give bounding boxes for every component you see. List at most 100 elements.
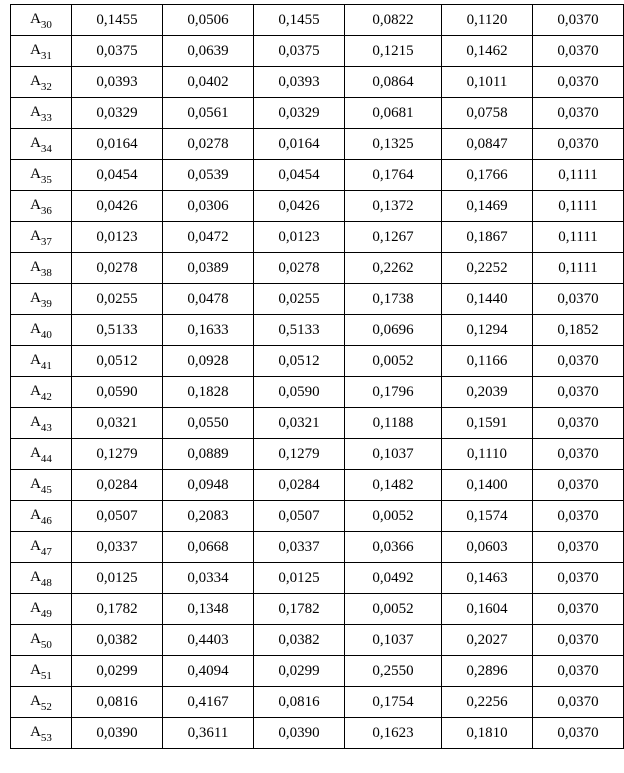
table-cell: 0,0255	[72, 284, 163, 315]
table-cell: 0,0889	[163, 439, 254, 470]
table-cell: 0,1037	[345, 625, 442, 656]
row-label-sub: 34	[41, 143, 52, 155]
row-label-base: A	[30, 73, 41, 89]
table-cell: 0,0928	[163, 346, 254, 377]
row-label-sub: 42	[41, 391, 52, 403]
table-row: A320,03930,04020,03930,08640,10110,0370	[11, 67, 624, 98]
table-cell: 0,0639	[163, 36, 254, 67]
table-cell: 0,0847	[442, 129, 533, 160]
row-label-sub: 45	[41, 484, 52, 496]
table-cell: 0,0329	[72, 98, 163, 129]
row-label-sub: 43	[41, 422, 52, 434]
table-row: A510,02990,40940,02990,25500,28960,0370	[11, 656, 624, 687]
row-label-sub: 35	[41, 174, 52, 186]
table-cell: 0,0370	[533, 687, 624, 718]
table-cell: 0,1633	[163, 315, 254, 346]
row-label-base: A	[30, 507, 41, 523]
table-cell: 0,1782	[254, 594, 345, 625]
table-cell: 0,0255	[254, 284, 345, 315]
table-row: A410,05120,09280,05120,00520,11660,0370	[11, 346, 624, 377]
row-label: A36	[11, 191, 72, 222]
table-cell: 0,1828	[163, 377, 254, 408]
table-row: A430,03210,05500,03210,11880,15910,0370	[11, 408, 624, 439]
row-label-sub: 46	[41, 515, 52, 527]
table-cell: 0,1279	[72, 439, 163, 470]
table-cell: 0,0370	[533, 129, 624, 160]
table-cell: 0,3611	[163, 718, 254, 749]
table-cell: 0,1279	[254, 439, 345, 470]
row-label-base: A	[30, 569, 41, 585]
row-label: A31	[11, 36, 72, 67]
table-cell: 0,2252	[442, 253, 533, 284]
table-cell: 0,0539	[163, 160, 254, 191]
table-cell: 0,0472	[163, 222, 254, 253]
row-label-base: A	[30, 321, 41, 337]
table-cell: 0,1111	[533, 222, 624, 253]
row-label-sub: 30	[41, 19, 52, 31]
row-label: A42	[11, 377, 72, 408]
table-row: A300,14550,05060,14550,08220,11200,0370	[11, 5, 624, 36]
table-cell: 0,0370	[533, 36, 624, 67]
row-label-sub: 47	[41, 546, 52, 558]
table-cell: 0,0370	[533, 284, 624, 315]
table-body: A300,14550,05060,14550,08220,11200,0370A…	[11, 5, 624, 749]
table-cell: 0,4403	[163, 625, 254, 656]
table-cell: 0,1111	[533, 160, 624, 191]
table-cell: 0,1215	[345, 36, 442, 67]
table-cell: 0,0052	[345, 501, 442, 532]
table-cell: 0,0864	[345, 67, 442, 98]
row-label-sub: 53	[41, 732, 52, 744]
table-cell: 0,1110	[442, 439, 533, 470]
row-label-sub: 31	[41, 50, 52, 62]
table-cell: 0,2896	[442, 656, 533, 687]
table-cell: 0,1120	[442, 5, 533, 36]
row-label: A52	[11, 687, 72, 718]
table-cell: 0,0382	[72, 625, 163, 656]
table-cell: 0,1766	[442, 160, 533, 191]
table-row: A370,01230,04720,01230,12670,18670,1111	[11, 222, 624, 253]
table-cell: 0,0454	[254, 160, 345, 191]
table-cell: 0,0382	[254, 625, 345, 656]
row-label-base: A	[30, 662, 41, 678]
data-table: A300,14550,05060,14550,08220,11200,0370A…	[10, 4, 624, 749]
table-row: A500,03820,44030,03820,10370,20270,0370	[11, 625, 624, 656]
table-cell: 0,1764	[345, 160, 442, 191]
table-cell: 0,1111	[533, 253, 624, 284]
table-cell: 0,1738	[345, 284, 442, 315]
row-label-sub: 52	[41, 701, 52, 713]
row-label: A50	[11, 625, 72, 656]
table-cell: 0,0370	[533, 594, 624, 625]
table-cell: 0,1166	[442, 346, 533, 377]
row-label-sub: 51	[41, 670, 52, 682]
row-label: A48	[11, 563, 72, 594]
row-label-base: A	[30, 693, 41, 709]
table-row: A310,03750,06390,03750,12150,14620,0370	[11, 36, 624, 67]
table-cell: 0,0389	[163, 253, 254, 284]
row-label-sub: 32	[41, 81, 52, 93]
table-cell: 0,1188	[345, 408, 442, 439]
table-cell: 0,1462	[442, 36, 533, 67]
row-label: A39	[11, 284, 72, 315]
row-label: A33	[11, 98, 72, 129]
table-cell: 0,0948	[163, 470, 254, 501]
row-label: A40	[11, 315, 72, 346]
table-cell: 0,2039	[442, 377, 533, 408]
row-label-base: A	[30, 383, 41, 399]
table-cell: 0,0125	[72, 563, 163, 594]
table-cell: 0,0512	[72, 346, 163, 377]
table-row: A460,05070,20830,05070,00520,15740,0370	[11, 501, 624, 532]
row-label-base: A	[30, 724, 41, 740]
table-row: A530,03900,36110,03900,16230,18100,0370	[11, 718, 624, 749]
row-label-sub: 41	[41, 360, 52, 372]
table-cell: 0,1810	[442, 718, 533, 749]
table-cell: 0,0321	[72, 408, 163, 439]
table-cell: 0,0125	[254, 563, 345, 594]
table-cell: 0,1455	[72, 5, 163, 36]
table-cell: 0,0816	[72, 687, 163, 718]
table-cell: 0,1111	[533, 191, 624, 222]
row-label-sub: 36	[41, 205, 52, 217]
row-label-sub: 38	[41, 267, 52, 279]
table-cell: 0,0370	[533, 532, 624, 563]
table-cell: 0,2262	[345, 253, 442, 284]
table-cell: 0,0426	[254, 191, 345, 222]
